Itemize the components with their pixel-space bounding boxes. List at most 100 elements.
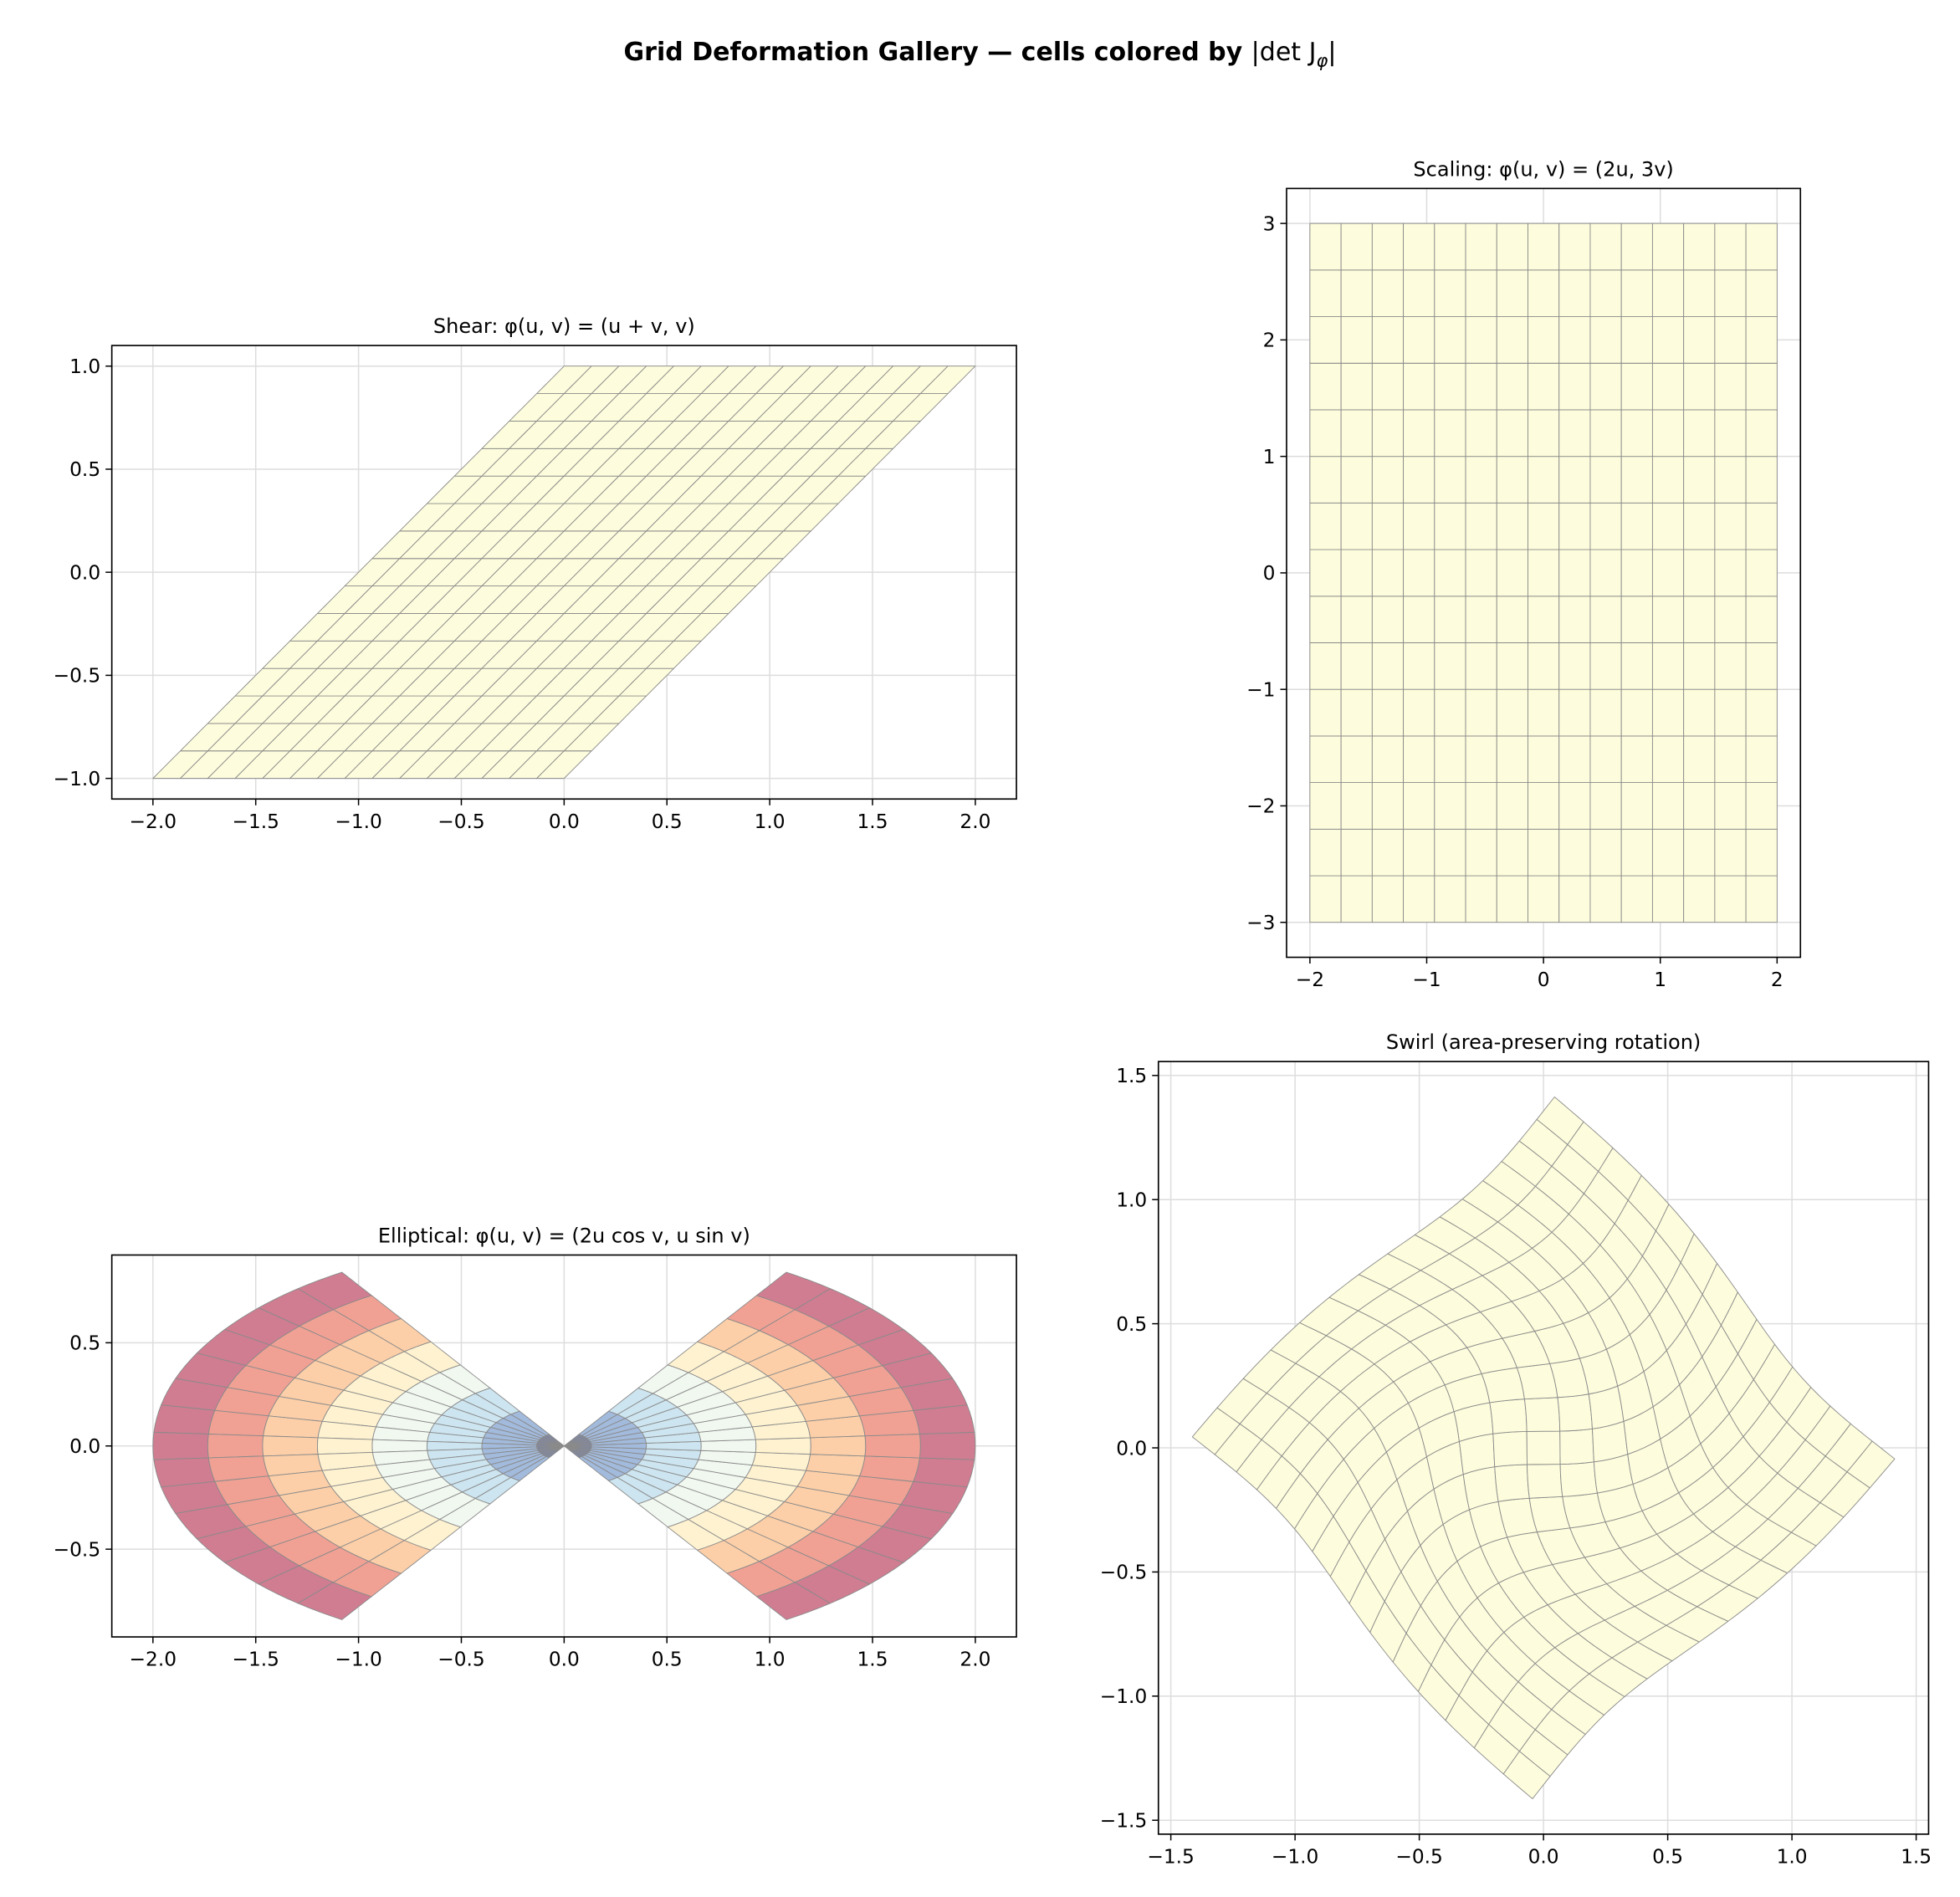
mesh-cell [1714,782,1747,830]
mesh-cell [1528,688,1560,737]
mesh-cell [1492,1430,1528,1468]
x-tick-label: 1.0 [755,1649,786,1671]
figure-title-math-sub: φ [1316,50,1328,71]
x-tick-label: −1.5 [232,810,279,833]
mesh-cell [1434,875,1466,923]
mesh-cell [1496,362,1528,411]
mesh-cell [913,1457,975,1488]
mesh-cell [1589,828,1622,877]
mesh-cell [1434,316,1466,364]
mesh-cell [1434,409,1466,458]
mesh-cell [1745,409,1778,458]
mesh-cell [1496,828,1528,877]
figure-title-math-end: | [1328,38,1336,67]
mesh-cell [1371,688,1405,737]
mesh-cell [1558,549,1591,597]
mesh-cell [1651,642,1685,690]
x-tick-label: 0.5 [652,1649,683,1671]
mesh-cell [1403,549,1435,597]
mesh-cell [1309,782,1342,830]
mesh-cell [1714,502,1747,550]
y-tick-label: −0.5 [1100,1562,1148,1584]
mesh-cell [1528,409,1560,458]
mesh-cell [1403,875,1435,923]
mesh-cell [1528,316,1560,364]
mesh-cell [1434,782,1466,830]
mesh-cell [1589,782,1622,830]
mesh-cell [1683,596,1716,643]
mesh-cell [1465,549,1497,597]
mesh-cell [1526,1430,1561,1465]
mesh-cell [756,1271,832,1311]
mesh-cell [1589,456,1622,504]
mesh-cell [1371,222,1405,271]
panel-shear: −2.0 −1.5 −1.0 −0.5 0.0 0.5 1.0 1.5 2.0 1.0 0.5 0.0… [54,314,1017,833]
mesh-cell [1559,1461,1598,1497]
x-tick-label: 1.0 [1777,1845,1808,1868]
y-tick-label: −1 [1246,678,1275,701]
mesh-cell [1465,596,1497,643]
mesh-cell [1558,502,1591,550]
mesh-cell [1496,642,1528,690]
mesh-cell [1745,456,1778,504]
mesh-cell [1403,642,1435,690]
mesh-cell [1528,456,1560,504]
mesh-cell [1465,875,1497,923]
mesh-cell [1620,269,1653,317]
mesh-cell [1309,596,1342,643]
mesh-cell [1589,596,1622,643]
mesh-cell [1434,735,1466,784]
mesh-cell [1309,688,1342,737]
mesh-cell [755,1437,811,1455]
mesh-cell [1340,502,1373,550]
mesh-cell [1714,222,1747,271]
y-tick-label: −0.5 [54,1538,100,1561]
mesh-cell [1527,1464,1563,1499]
mesh-cell [1403,269,1435,317]
mesh-cell [1651,688,1685,737]
mesh-cell [1589,875,1622,923]
mesh-cell [1371,269,1405,317]
mesh-cell [1528,828,1560,877]
mesh-cell [1528,596,1560,643]
mesh-cell [1620,502,1653,550]
mesh-cell [1620,316,1653,364]
mesh-cell [1745,362,1778,411]
mesh-cell [1683,688,1716,737]
mesh-cell [1528,782,1560,830]
mesh-cell [1371,596,1405,643]
mesh-cell [1651,222,1685,271]
mesh-cell [1309,362,1342,411]
mesh-cell [1403,456,1435,504]
mesh-cell [1714,456,1747,504]
mesh-cell [1558,222,1591,271]
mesh-cell [1683,269,1716,317]
mesh-cell [1558,316,1591,364]
figure-title: Grid Deformation Gallery — cells colored… [624,38,1337,71]
panel-title: Shear: φ(u, v) = (u + v, v) [433,314,695,338]
mesh-cell [1557,1393,1593,1432]
mesh-cell [1558,456,1591,504]
mesh-cell [1528,362,1560,411]
mesh-cell [1620,409,1653,458]
x-tick-label: −2 [1296,969,1324,991]
y-tick-label: 0.0 [69,561,100,584]
mesh-cell [1745,502,1778,550]
mesh-cell [1528,549,1560,597]
mesh-cell [1403,222,1435,271]
mesh-cell [1651,549,1685,597]
y-tick-label: 0.0 [69,1435,100,1458]
mesh-cell [1309,642,1342,690]
x-tick-label: 0.5 [652,810,683,833]
mesh-cell [1434,828,1466,877]
mesh-cell [1340,362,1373,411]
panel-title: Scaling: φ(u, v) = (2u, 3v) [1413,157,1673,181]
mesh-cell [1434,642,1466,690]
mesh-cell [1745,782,1778,830]
mesh-cell [1465,642,1497,690]
mesh-cell [1683,222,1716,271]
mesh-cell [1620,735,1653,784]
mesh-cell [1496,502,1528,550]
mesh-cells [1191,1097,1896,1800]
